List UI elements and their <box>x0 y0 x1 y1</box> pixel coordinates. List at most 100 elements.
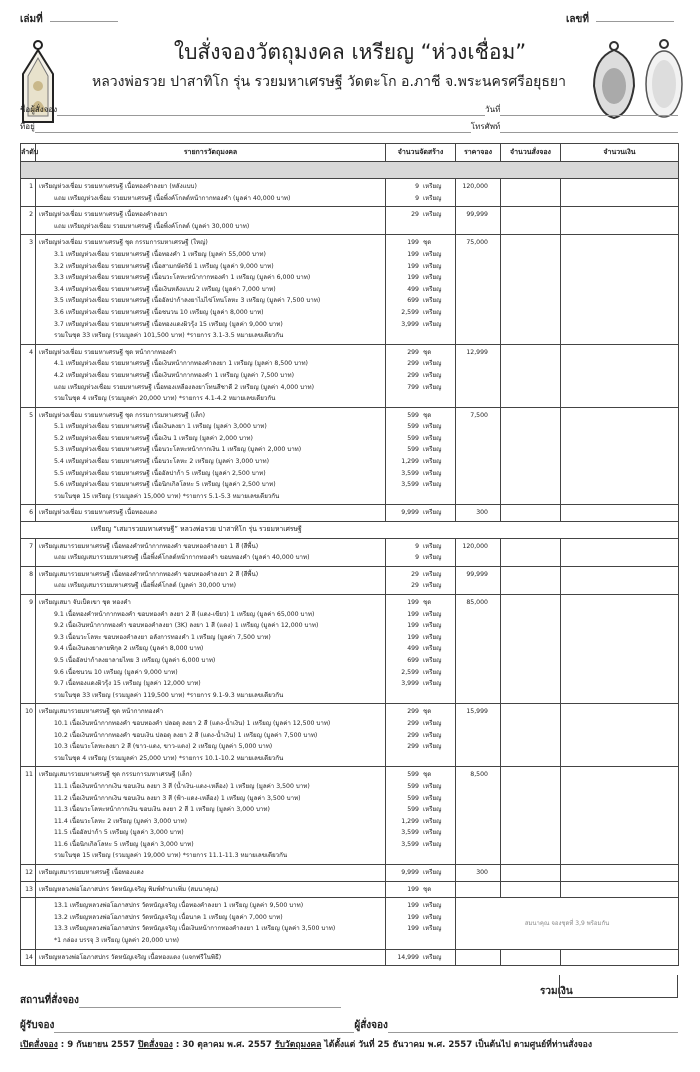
quantity-unit: เหรียญ <box>423 250 442 258</box>
receiver-input[interactable] <box>54 1032 355 1033</box>
quantity-unit: เหรียญ <box>423 509 442 517</box>
amount-input[interactable] <box>560 880 679 899</box>
quantity-value: 1,299 <box>401 458 419 466</box>
amount-input[interactable] <box>560 593 679 705</box>
quantity-value: 199 <box>407 885 419 893</box>
col-amount: จำนวนเงิน <box>560 143 679 162</box>
amount-input[interactable] <box>560 565 679 596</box>
quantity-line: 199 เหรียญ <box>389 912 452 924</box>
place-row: สถานที่สั่งจอง <box>20 993 341 1008</box>
table-row: 14 เหรียญหลวงพ่อโอภาสปกร วัดหนัญเจริญ เนื… <box>20 948 679 967</box>
quantity-unit: เหรียญ <box>423 582 442 590</box>
amount-input[interactable] <box>560 948 679 967</box>
table-header-row: ลำดับ รายการวัตถุมงคล จำนวนจัดสร้าง ราคา… <box>20 143 679 162</box>
item-line: 13.3 เหรียญหลวงพ่อโอภาสปกร วัดหนัญเจริญ … <box>54 925 336 933</box>
order-qty-input[interactable] <box>500 864 561 882</box>
doc-number-field[interactable]: เลขที่ <box>566 12 675 27</box>
amount-input[interactable] <box>560 703 679 768</box>
quantity-value: 2,599 <box>401 668 419 676</box>
order-qty-input[interactable] <box>500 703 561 768</box>
quantity-unit: เหรียญ <box>423 570 442 578</box>
quantity-line: 599 เหรียญ <box>389 433 452 445</box>
amount-input[interactable] <box>560 504 679 523</box>
quantity-unit: เหรียญ <box>423 719 442 727</box>
item-line: 11.2 เนื้อเงินหน้ากากเงิน ขอบเงิน ลงยา 3… <box>54 794 301 802</box>
quantity-line: 599 เหรียญ <box>389 804 452 816</box>
amount-input[interactable] <box>560 343 679 408</box>
item-line: 9.3 เนื้อนวะโลหะ ขอบทองคำลงยา อลังการทอง… <box>54 633 271 641</box>
quantity-unit: เหรียญ <box>423 840 442 848</box>
orderer-input[interactable] <box>387 1032 678 1033</box>
place-input[interactable] <box>78 1007 341 1008</box>
date-input[interactable] <box>500 103 678 116</box>
item-line: เหรียญห่วงเชื่อม รวยมหาเศรษฐี เนื้อทองคำ… <box>39 211 168 219</box>
item-line: เหรียญห่วงเชื่อม รวยมหาเศรษฐี เนื้อทองคำ… <box>39 183 197 190</box>
table-row: 8 เหรียญเสมารวยมหาเศรษฐี เนื้อทองคำหน้ากา… <box>20 565 679 596</box>
quantity-value: 599 <box>407 794 419 802</box>
order-qty-input[interactable] <box>500 177 561 208</box>
quantity-unit: เหรียญ <box>423 794 442 802</box>
row-number: 3 <box>20 234 36 345</box>
row-number: 13 <box>20 880 36 899</box>
order-qty-input[interactable] <box>500 948 561 967</box>
quantity-unit: ชุด <box>423 239 432 247</box>
order-qty-input[interactable] <box>500 343 561 408</box>
item-line: 3.4 เหรียญห่วงเชื่อม รวยมหาเศรษฐี เนื้อเ… <box>54 285 276 293</box>
col-seq: ลำดับ <box>20 143 38 162</box>
quantity-value: 3,599 <box>401 469 419 477</box>
order-qty-input[interactable] <box>500 406 561 506</box>
quantity-value: 199 <box>407 622 419 630</box>
order-qty-input[interactable] <box>500 565 561 596</box>
order-qty-input[interactable] <box>500 504 561 523</box>
quantity-line: 599 เหรียญ <box>389 793 452 805</box>
quantity-line: 29 เหรียญ <box>389 209 452 221</box>
row-number: 10 <box>20 703 36 768</box>
item-description: เหรียญเสมารวยมหาเศรษฐี เนื้อทองแดง <box>35 864 386 882</box>
orderer-label: ผู้สั่งจอง <box>354 1020 388 1031</box>
item-line: 11.3 เนื้อนวะโลหะหน้ากากเงิน ขอบเงิน ลงย… <box>54 806 270 814</box>
quantity-unit: เหรียญ <box>423 656 442 664</box>
order-qty-input[interactable] <box>500 593 561 705</box>
price: 120,000 <box>455 177 501 208</box>
quantity-value: 199 <box>407 274 419 282</box>
quantity-line: 299 เหรียญ <box>389 370 452 382</box>
amount-input[interactable] <box>560 864 679 882</box>
quantity-unit: เหรียญ <box>423 817 442 825</box>
total-amount-input[interactable] <box>559 975 678 998</box>
doc-number-label: เลขที่ <box>566 14 589 25</box>
quantity-line: 699 เหรียญ <box>389 295 452 307</box>
quantity-value: 9 <box>415 183 419 190</box>
amount-input[interactable] <box>560 206 679 236</box>
book-number-field[interactable]: เล่มที่ <box>20 12 119 27</box>
quantity-value: 699 <box>407 297 419 305</box>
quantity-line: 3,599 เหรียญ <box>389 827 452 839</box>
quantity-unit: เหรียญ <box>423 360 442 368</box>
order-qty-input[interactable] <box>500 234 561 345</box>
item-line: แถม เหรียญห่วงเชื่อม รวยมหาเศรษฐี เนื้อท… <box>54 383 315 391</box>
quantity-unit: เหรียญ <box>423 458 442 466</box>
orderer-name-input[interactable] <box>57 103 486 116</box>
amount-input[interactable] <box>560 406 679 506</box>
order-qty-input[interactable] <box>500 206 561 236</box>
order-qty-input[interactable] <box>500 766 561 866</box>
produced-quantity: 9,999 เหรียญ <box>385 504 456 523</box>
phone-input[interactable] <box>500 120 678 133</box>
table-row: 2 เหรียญห่วงเชื่อม รวยมหาเศรษฐี เนื้อทองค… <box>20 206 679 236</box>
doc-number-input[interactable] <box>596 21 675 22</box>
quantity-value: 3,999 <box>401 680 419 688</box>
amount-input[interactable] <box>560 234 679 345</box>
address-input[interactable] <box>34 120 471 133</box>
quantity-unit: ชุด <box>423 348 432 356</box>
col-price: ราคาจอง <box>455 143 501 162</box>
quantity-unit: ชุด <box>423 771 432 779</box>
order-qty-input[interactable] <box>500 880 561 899</box>
item-line: เหรียญห่วงเชื่อม รวยมหาเศรษฐี ชุด หน้ากา… <box>39 348 177 356</box>
amount-input[interactable] <box>560 766 679 866</box>
amount-input[interactable] <box>560 537 679 567</box>
address-label: ที่อยู่ <box>20 122 35 131</box>
amount-input[interactable] <box>560 177 679 208</box>
quantity-unit: เหรียญ <box>423 622 442 630</box>
produced-quantity: 29 เหรียญ <box>385 206 456 236</box>
order-qty-input[interactable] <box>500 537 561 567</box>
book-number-input[interactable] <box>50 21 119 22</box>
